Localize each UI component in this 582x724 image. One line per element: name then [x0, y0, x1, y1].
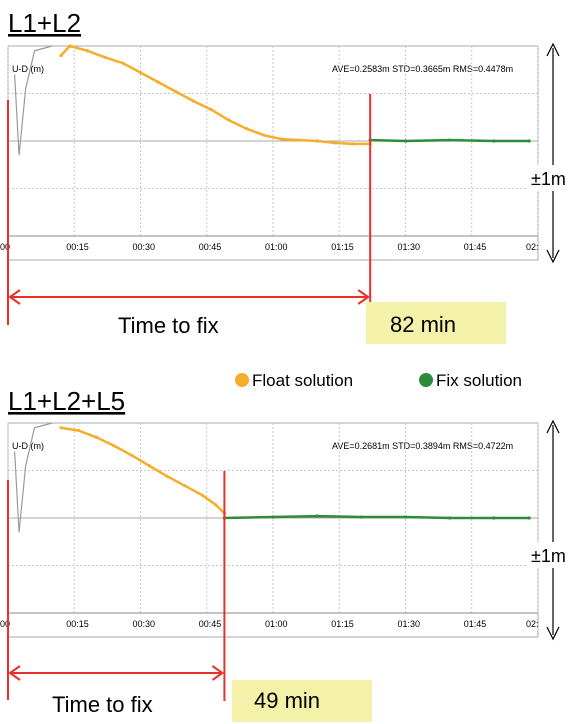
data-point: [68, 44, 72, 48]
range-arrow-down-icon: [546, 626, 560, 641]
data-point: [138, 71, 143, 75]
data-point: [103, 55, 107, 60]
x-tick-label: 00:45: [199, 242, 222, 252]
x-tick-label: 01:30: [398, 619, 421, 629]
data-point: [271, 515, 275, 519]
x-tick-label: 00:15: [66, 242, 89, 252]
range-label: ±1m: [531, 546, 566, 566]
time-to-fix-label: Time to fix: [118, 313, 219, 338]
legend-float-marker: [235, 373, 249, 387]
data-point: [165, 474, 169, 478]
data-point: [112, 444, 116, 448]
data-point: [227, 118, 231, 122]
minutes-value: 49 min: [254, 688, 320, 713]
arrow-right-icon: [211, 665, 225, 681]
minutes-value: 82 min: [390, 312, 456, 337]
data-point: [209, 108, 213, 112]
stats-text: AVE=0.2583m STD=0.3665m RMS=0.4478m: [332, 64, 513, 74]
data-point: [403, 139, 408, 143]
x-tick-label: 01:00: [265, 242, 288, 252]
data-point: [59, 53, 63, 58]
time-to-fix-label: Time to fix: [52, 692, 153, 717]
minutes-badge: [366, 302, 506, 344]
series-lines: [14, 44, 531, 156]
data-point: [121, 61, 125, 65]
fix-series-line: [224, 514, 530, 520]
panel-l1-l2: L1+L2 U-D (m) AVE=0.2583m STD=0.3665m RM…: [0, 8, 578, 344]
x-tick-label: 01:45: [464, 242, 487, 252]
x-tick-label: 02:: [526, 242, 539, 252]
arrow-right-icon: [357, 289, 370, 305]
range-arrow-down-icon: [546, 249, 560, 264]
x-tick-label: 01:30: [398, 242, 421, 252]
legend-float-label: Float solution: [252, 371, 353, 390]
y-axis-label: U-D (m): [12, 441, 44, 451]
initial-trace-line: [14, 45, 53, 156]
data-point: [191, 99, 196, 103]
stats-text: AVE=0.2681m STD=0.3894m RMS=0.4722m: [332, 441, 513, 451]
data-point: [59, 426, 63, 430]
data-point: [280, 137, 284, 141]
y-axis-label: U-D (m): [12, 64, 44, 74]
panel-title: L1+L2+L5: [8, 386, 125, 416]
data-point: [359, 515, 363, 519]
range-label-bg: [528, 165, 578, 191]
x-tick-labels: 00 00:15 00:30 00:45 01:00 01:15 01:30 01:45 02:: [0, 242, 539, 252]
grid: [7, 46, 539, 237]
data-point: [200, 493, 204, 497]
data-point: [333, 141, 337, 145]
x-tick-label: 00: [0, 242, 10, 252]
data-point: [130, 453, 134, 457]
data-point: [156, 80, 160, 84]
panel-l1-l2-l5: L1+L2+L5 U-D (m) AVE=0.2681m STD=0.3894m…: [0, 386, 578, 722]
data-point: [448, 138, 452, 142]
data-point: [350, 142, 355, 146]
initial-trace-line: [14, 422, 53, 533]
x-tick-labels: 00 00:15 00:30 00:45 01:00 01:15 01:30 01:45 02:: [0, 619, 539, 629]
plot-frame: [7, 422, 539, 638]
x-tick-label: 02:: [526, 619, 539, 629]
data-point: [315, 514, 319, 518]
legend: Float solution Fix solution: [235, 371, 522, 390]
x-tick-label: 00: [0, 619, 10, 629]
x-tick-label: 01:15: [331, 619, 354, 629]
x-tick-label: 01:15: [331, 242, 354, 252]
x-tick-label: 00:45: [199, 619, 222, 629]
range-arrow-up-icon: [546, 42, 560, 57]
data-point: [492, 139, 496, 143]
range-label-bg: [528, 542, 578, 568]
arrow-left-icon: [8, 665, 21, 681]
x-tick-label: 01:00: [265, 619, 288, 629]
data-point: [403, 515, 408, 519]
data-point: [527, 516, 531, 520]
data-point: [492, 516, 496, 520]
panel-title: L1+L2: [8, 8, 81, 38]
x-tick-label: 00:30: [133, 242, 156, 252]
arrow-left-icon: [8, 289, 21, 305]
data-point: [94, 435, 98, 439]
data-point: [147, 464, 151, 468]
x-tick-label: 01:45: [464, 619, 487, 629]
data-point: [77, 429, 81, 433]
data-point: [213, 503, 218, 507]
plot-frame: [7, 45, 539, 261]
data-point: [448, 516, 452, 520]
data-point: [244, 127, 249, 131]
data-point: [297, 138, 302, 142]
range-arrow-up-icon: [546, 419, 560, 434]
data-point: [183, 484, 187, 488]
data-point: [527, 139, 531, 143]
legend-fix-label: Fix solution: [436, 371, 522, 390]
x-tick-label: 00:15: [66, 619, 89, 629]
legend-fix-marker: [419, 373, 433, 387]
data-point: [262, 133, 266, 137]
data-point: [85, 49, 90, 53]
data-point: [174, 90, 178, 94]
minutes-badge: [232, 680, 372, 722]
x-tick-label: 00:30: [133, 619, 156, 629]
data-point: [315, 139, 319, 143]
range-label: ±1m: [531, 169, 566, 189]
